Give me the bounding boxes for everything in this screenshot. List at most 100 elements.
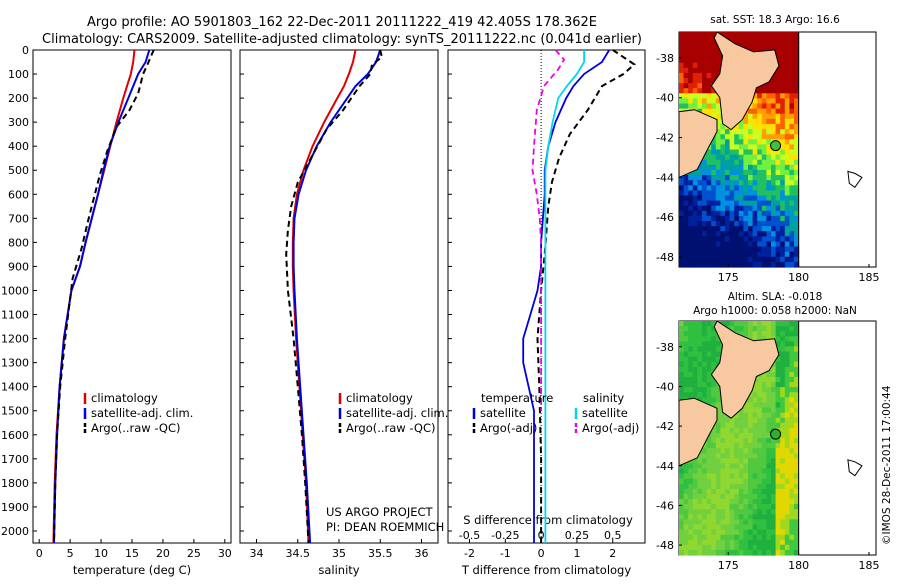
map-cell (748, 417, 754, 424)
map-cell (761, 438, 767, 444)
map-cell (711, 473, 717, 480)
map-cell (702, 544, 708, 551)
map-cell (738, 185, 744, 191)
map-cell (780, 88, 786, 94)
map-cell (761, 149, 767, 156)
map-cell (683, 387, 689, 393)
map-cell (766, 392, 772, 398)
legend-entry-0-label: climatology (91, 391, 158, 405)
map-cell (679, 241, 685, 248)
map-cell (702, 494, 708, 500)
map-cell (780, 185, 786, 191)
map-cell (794, 169, 800, 176)
map-cell (720, 427, 726, 434)
map-cell (692, 331, 698, 337)
map-cell (789, 478, 795, 485)
map-cell (711, 144, 717, 151)
map-cell (752, 98, 758, 105)
map-cell (748, 448, 754, 454)
map-cell (706, 438, 712, 444)
argo-float-marker (770, 428, 782, 440)
map-cell (771, 37, 777, 43)
map-cell (789, 356, 795, 363)
map-cell (780, 422, 786, 429)
map-cell (679, 32, 685, 38)
map-cell (720, 32, 726, 38)
map-cell (748, 458, 754, 464)
map-cell (757, 448, 763, 454)
map-cell (743, 509, 749, 515)
map-cell (784, 52, 790, 59)
map-cell (720, 129, 726, 135)
map-cell (711, 78, 717, 84)
map-cell (771, 453, 777, 459)
map-y-tick-label: -40 (656, 92, 674, 105)
map-cell (761, 175, 767, 181)
map-cell (697, 256, 703, 263)
map-cell (734, 321, 740, 327)
map-cell (775, 514, 781, 520)
map-cell (766, 205, 772, 212)
map-cell (683, 57, 689, 64)
map-cell (702, 356, 708, 363)
map-cell (683, 241, 689, 248)
map-cell (752, 427, 758, 434)
map-cell (715, 241, 721, 248)
map-cell (697, 180, 703, 186)
map-cell (784, 93, 790, 99)
map-cell (720, 226, 726, 232)
map-cell (794, 72, 800, 79)
map-cell (794, 549, 800, 556)
map-cell (715, 231, 721, 237)
x-tick-label: 35 (332, 547, 346, 560)
map-cell (743, 144, 749, 151)
map-cell (780, 195, 786, 202)
map-cell (683, 377, 689, 383)
map-cell (771, 321, 777, 327)
map-cell (715, 453, 721, 459)
map-cell (752, 422, 758, 429)
map-cell (683, 336, 689, 342)
map-cell (683, 32, 689, 38)
map-cell (720, 139, 726, 145)
map-cell (715, 190, 721, 197)
map-cell (720, 438, 726, 444)
map-cell (748, 236, 754, 242)
map-cell (683, 185, 689, 191)
chatham-islands (847, 170, 863, 188)
map-cell (784, 412, 790, 419)
map-cell (688, 529, 694, 536)
map-cell (683, 251, 689, 258)
legend-entry-0-label: climatology (346, 391, 413, 405)
map-cell (720, 256, 726, 263)
map-cell (715, 180, 721, 186)
map-cell (688, 42, 694, 48)
map-cell (766, 261, 772, 268)
map-cell (771, 361, 777, 368)
map-cell (715, 149, 721, 156)
map-cell (761, 524, 767, 531)
map-cell (715, 417, 721, 424)
map-cell (683, 524, 689, 531)
map-cell (683, 78, 689, 84)
map-cell (683, 478, 689, 485)
map-cell (725, 473, 731, 480)
x-tick-label: 10 (94, 547, 108, 560)
map-cell (794, 397, 800, 403)
map-cell (725, 159, 731, 166)
map-cell (748, 438, 754, 444)
map-cell (720, 534, 726, 541)
map-cell (679, 226, 685, 232)
map-cell (688, 221, 694, 227)
map-cell (706, 529, 712, 536)
map-cell (761, 326, 767, 332)
map-cell (683, 83, 689, 89)
map-cell (720, 443, 726, 449)
map-cell (706, 175, 712, 181)
map-cell (720, 483, 726, 490)
map-cell (784, 169, 790, 176)
map-cell (702, 549, 708, 556)
map-cell (702, 32, 708, 38)
map-cell (780, 519, 786, 526)
map-cell (761, 108, 767, 115)
